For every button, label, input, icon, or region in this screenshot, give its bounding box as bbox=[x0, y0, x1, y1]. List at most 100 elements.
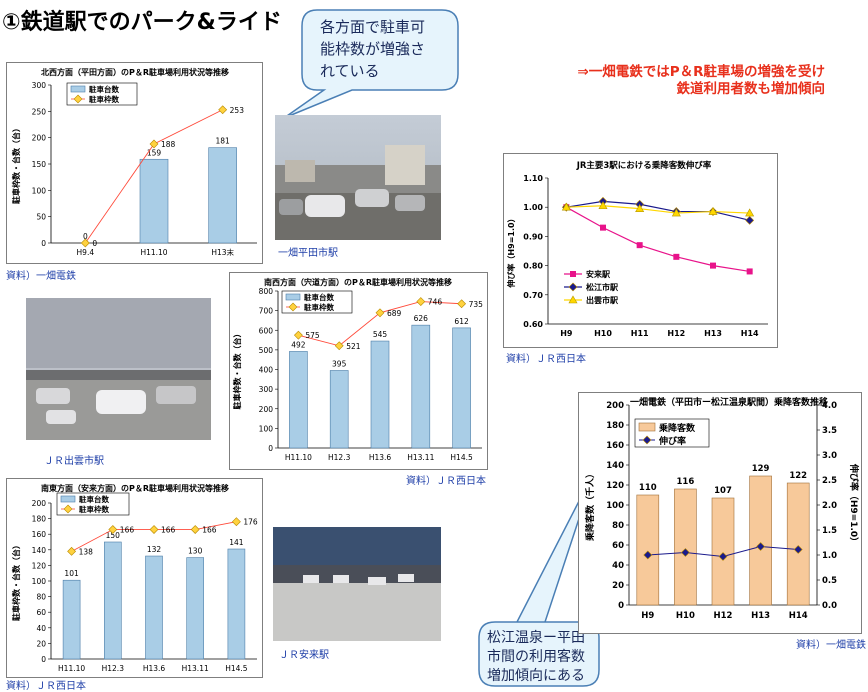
bar bbox=[145, 555, 163, 660]
legend-label: 伸び率 bbox=[658, 435, 686, 447]
series-line bbox=[566, 205, 750, 214]
line-point bbox=[80, 238, 90, 248]
x-tick-label: H14 bbox=[741, 329, 759, 338]
photo-yasugi-station bbox=[273, 527, 441, 641]
photo-hirata-station bbox=[275, 115, 441, 240]
line-point bbox=[375, 308, 385, 318]
bar bbox=[370, 340, 390, 449]
bubble-bottom-line-2: 市間の利用客数 bbox=[487, 648, 585, 665]
bar bbox=[452, 327, 471, 449]
x-tick-label: H13.11 bbox=[407, 453, 434, 462]
series-point bbox=[643, 550, 653, 560]
y-tick-label: 100 bbox=[32, 186, 47, 195]
y2-tick-label: 1.5 bbox=[822, 526, 837, 536]
source-north: 資料）一畑電鉄 bbox=[6, 271, 76, 282]
legend-label: 松江市駅 bbox=[586, 282, 619, 292]
line-value-label: 166 bbox=[161, 526, 176, 535]
y-tick-label: 180 bbox=[32, 515, 47, 524]
headline-line-2: 鉄道利用者数も増加傾向 bbox=[676, 81, 826, 97]
y-tick-label: 160 bbox=[32, 530, 47, 539]
y-tick-label: 0 bbox=[41, 239, 46, 248]
line-value-label: 521 bbox=[346, 342, 361, 351]
x-tick-label: H11.10 bbox=[58, 664, 85, 673]
y2-tick-label: 0.0 bbox=[822, 601, 837, 611]
legend-label: 乗降客数 bbox=[659, 422, 696, 434]
y2-tick-label: 4.0 bbox=[822, 401, 837, 411]
x-tick-label: H10 bbox=[594, 329, 612, 338]
legend-line-marker bbox=[63, 504, 73, 514]
line-value-label: 746 bbox=[428, 298, 443, 307]
series-point bbox=[680, 548, 690, 557]
bar-value-label: 545 bbox=[373, 330, 388, 339]
y-tick-label: 120 bbox=[606, 481, 624, 491]
line-value-label: 735 bbox=[469, 300, 484, 309]
x-tick-label: H12.3 bbox=[328, 453, 351, 462]
y-tick-label: 0.90 bbox=[523, 232, 543, 241]
y-tick-label: 0.80 bbox=[523, 262, 543, 271]
source-southwest: 資料）ＪＲ西日本 bbox=[406, 476, 486, 487]
line-value-label: 166 bbox=[202, 526, 217, 535]
legend-label: 駐車枠数 bbox=[79, 504, 109, 514]
chart-southwest-box: 南西方面（宍道方面）のP＆R駐車場利用状況等推移 駐車枠数・台数（台） 0 100 20… bbox=[229, 272, 488, 470]
chart-title: JR主要3駅における乗降客数伸び率 bbox=[576, 160, 712, 171]
y-tick-label: 0 bbox=[618, 601, 624, 611]
x-tick-label: H13末 bbox=[211, 247, 234, 257]
line-value-label: 138 bbox=[79, 547, 94, 556]
line-value-label: 0 bbox=[92, 239, 97, 248]
x-tick-label: H13.6 bbox=[369, 453, 392, 462]
y-axis-label: 駐車枠数・台数（台） bbox=[11, 541, 21, 621]
bubble-bottom-line-3: 増加傾向にある bbox=[487, 668, 585, 684]
source-jr: 資料）ＪＲ西日本 bbox=[506, 354, 586, 365]
y-tick-label: 800 bbox=[259, 287, 274, 296]
x-tick-label: H12 bbox=[714, 611, 733, 621]
x-tick-label: H14.5 bbox=[225, 664, 248, 673]
series-point bbox=[708, 206, 718, 215]
y-tick-label: 0.60 bbox=[523, 320, 543, 329]
line-point bbox=[190, 525, 200, 534]
y2-tick-label: 3.5 bbox=[822, 426, 837, 436]
y-axis-label: 駐車枠数・台数（台） bbox=[232, 330, 242, 410]
bar-value-label: 492 bbox=[291, 340, 306, 349]
bar bbox=[786, 482, 810, 606]
line-point bbox=[231, 517, 241, 527]
chart-ichibata-box: 一畑電鉄（平田市ー松江温泉駅間）乗降客数推移 乗降客数（千人） 伸び率（H9=1.0… bbox=[578, 392, 862, 634]
legend-marker bbox=[568, 295, 578, 304]
y-tick-label: 200 bbox=[32, 134, 47, 143]
chart-title: 南西方面（宍道方面）のP＆R駐車場利用状況等推移 bbox=[264, 277, 452, 287]
y-tick-label: 180 bbox=[606, 421, 624, 431]
legend-marker bbox=[570, 271, 576, 277]
series-point bbox=[746, 268, 753, 275]
x-tick-label: H13.6 bbox=[143, 664, 166, 673]
x-tick-label: H11 bbox=[631, 329, 649, 338]
bar-value-label: 132 bbox=[147, 545, 162, 554]
legend-label: 駐車枠数 bbox=[89, 94, 119, 104]
y-tick-label: 100 bbox=[606, 501, 624, 511]
bar bbox=[186, 557, 204, 660]
line-point bbox=[334, 341, 344, 351]
chart-title: 北西方面（平田方面）のP＆R駐車場利用状況等推移 bbox=[41, 67, 229, 77]
series-point bbox=[745, 208, 755, 217]
bar-value-label: 101 bbox=[64, 569, 79, 578]
y-tick-label: 60 bbox=[36, 608, 46, 617]
y-axis-label: 駐車枠数・台数（台） bbox=[11, 124, 21, 204]
legend-line-marker bbox=[288, 302, 298, 312]
x-tick-label: H9 bbox=[641, 611, 654, 621]
series-point bbox=[673, 253, 680, 260]
bar-value-label: 129 bbox=[752, 464, 770, 474]
x-tick-label: H11.10 bbox=[285, 453, 312, 462]
x-tick-label: H9 bbox=[560, 329, 573, 338]
chart-jr-box: JR主要3駅における乗降客数伸び率 伸び率（H9=1.0） 0.60 0.70 0.80… bbox=[503, 153, 778, 348]
caption-yasugi: ＪＲ安来駅 bbox=[279, 650, 329, 661]
y-tick-label: 300 bbox=[259, 385, 274, 394]
y2-tick-label: 3.0 bbox=[822, 451, 837, 461]
bar bbox=[289, 351, 308, 449]
bar bbox=[674, 488, 697, 606]
series-point bbox=[793, 545, 803, 554]
x-tick-label: H12.3 bbox=[102, 664, 125, 673]
x-tick-label: H14 bbox=[789, 611, 808, 621]
bar-value-label: 395 bbox=[332, 359, 347, 368]
y-tick-label: 40 bbox=[36, 624, 46, 633]
y-tick-label: 1.00 bbox=[523, 203, 543, 212]
y-tick-label: 80 bbox=[36, 593, 46, 602]
